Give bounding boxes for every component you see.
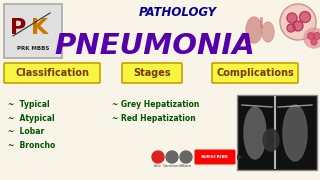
Text: ~  Lobar: ~ Lobar [8,127,44,136]
Text: K: K [31,18,49,38]
Circle shape [300,12,310,22]
Text: P: P [10,18,26,38]
Ellipse shape [262,22,274,42]
Text: PNEUMONIA: PNEUMONIA [55,32,255,60]
Circle shape [287,24,295,32]
FancyBboxPatch shape [4,63,100,83]
Ellipse shape [263,129,279,151]
FancyBboxPatch shape [212,63,298,83]
Text: PATHOLOGY: PATHOLOGY [139,6,217,19]
FancyBboxPatch shape [122,63,182,83]
Text: ~  Broncho: ~ Broncho [8,141,55,150]
Circle shape [287,13,297,23]
Text: Share: Share [180,164,192,168]
Circle shape [152,151,164,163]
Circle shape [293,21,303,31]
Text: Like: Like [154,164,162,168]
Text: SUBSCRIBE: SUBSCRIBE [201,155,229,159]
Text: Complications: Complications [216,68,294,78]
Circle shape [304,28,320,48]
Ellipse shape [244,107,266,159]
FancyBboxPatch shape [4,4,62,58]
Ellipse shape [283,105,307,161]
Circle shape [314,33,320,39]
Circle shape [308,33,315,39]
Text: ▶: ▶ [237,154,243,160]
Text: ~  Atypical: ~ Atypical [8,114,55,123]
Text: PRK MBBS: PRK MBBS [17,46,49,51]
Circle shape [180,151,192,163]
Circle shape [311,39,317,45]
Text: ~  Typical: ~ Typical [8,100,50,109]
Circle shape [280,4,316,40]
Text: Stages: Stages [133,68,171,78]
Ellipse shape [246,17,262,43]
Text: ~ Grey Hepatization: ~ Grey Hepatization [112,100,199,109]
Bar [237,95,317,170]
Circle shape [166,151,178,163]
Text: Classification: Classification [15,68,89,78]
Text: ~ Red Hepatization: ~ Red Hepatization [112,114,196,123]
Text: Comment: Comment [162,164,182,168]
FancyBboxPatch shape [195,150,235,164]
